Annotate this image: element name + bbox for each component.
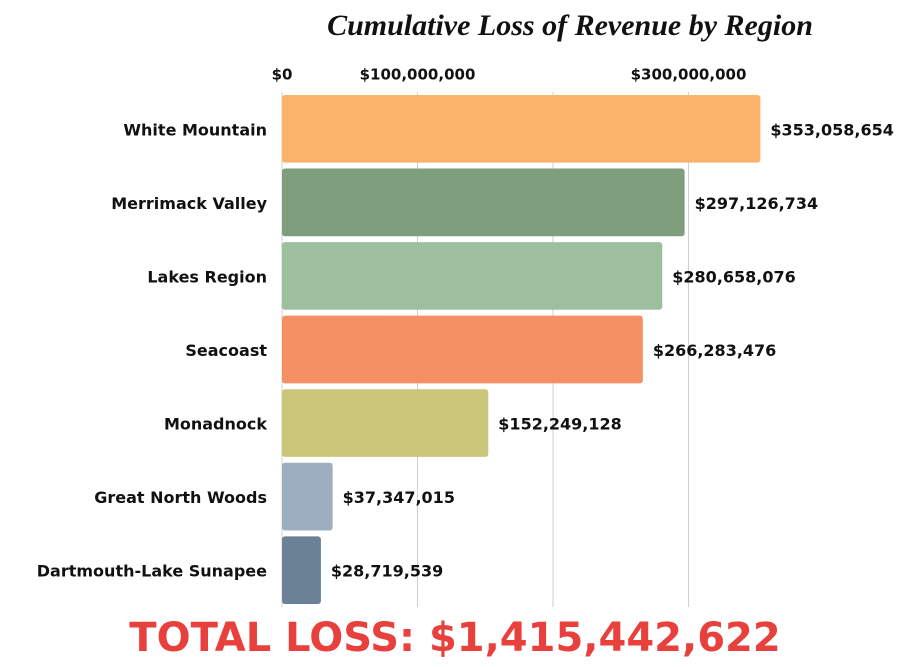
y-tick-label: Lakes Region <box>147 267 267 286</box>
bar <box>282 315 643 384</box>
bar <box>282 94 761 163</box>
bar <box>282 168 685 237</box>
y-tick-label: Monadnock <box>164 415 267 434</box>
y-tick-label: Merrimack Valley <box>111 194 267 213</box>
data-label: $353,058,654 <box>770 120 893 139</box>
data-label: $297,126,734 <box>695 194 818 213</box>
x-tick-label: $300,000,000 <box>631 66 747 84</box>
data-label: $266,283,476 <box>653 341 776 360</box>
bar <box>282 389 489 457</box>
y-tick-label: Great North Woods <box>94 488 267 507</box>
y-tick-label: White Mountain <box>123 120 267 139</box>
bar <box>282 536 321 605</box>
data-label: $152,249,128 <box>498 415 621 434</box>
data-label: $37,347,015 <box>343 488 455 507</box>
x-tick-label: $100,000,000 <box>360 66 476 84</box>
data-label: $280,658,076 <box>672 267 795 286</box>
data-label: $28,719,539 <box>331 562 443 581</box>
bar <box>282 242 663 310</box>
chart-title: Cumulative Loss of Revenue by Region <box>327 9 813 42</box>
y-tick-label: Dartmouth-Lake Sunapee <box>37 562 267 581</box>
total-annotation: TOTAL LOSS: $1,415,442,622 <box>129 615 780 661</box>
x-tick-label: $0 <box>272 66 293 84</box>
y-tick-label: Seacoast <box>185 341 267 360</box>
bar <box>282 462 333 531</box>
